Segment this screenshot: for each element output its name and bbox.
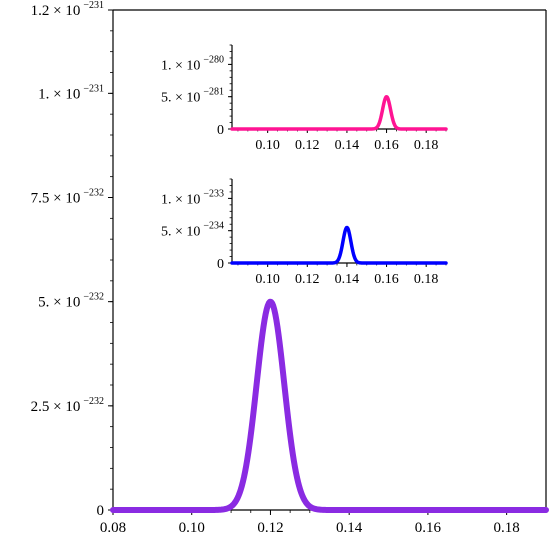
main-y-tick-mantissa: 2.5 × 10 xyxy=(31,399,81,415)
inset-top-x-tick-label: 0.18 xyxy=(414,138,439,153)
inset-top-x-tick-label: 0.16 xyxy=(374,138,399,153)
inset-bottom-y-tick-label: 5. × 10 −234 xyxy=(161,221,224,240)
main-y-tick-label: 5. × 10 −232 xyxy=(38,292,104,311)
inset-bottom-y-tick-label: 1. × 10 −233 xyxy=(161,188,224,207)
inset-bottom-y-tick-exponent: −234 xyxy=(203,221,224,232)
inset-top-y-tick-mantissa: 5. × 10 xyxy=(161,91,200,106)
main-y-tick-label: 2.5 × 10 −232 xyxy=(31,396,104,415)
inset-bottom-x-tick-label: 0.12 xyxy=(295,272,320,287)
main-x-tick-label: 0.16 xyxy=(415,520,442,536)
main-y-tick-mantissa: 0 xyxy=(97,503,105,519)
main-y-tick-label: 1. × 10 −231 xyxy=(38,83,104,102)
main-x-tick-label: 0.18 xyxy=(494,520,520,536)
inset-top-y-tick-exponent: −281 xyxy=(203,87,224,98)
inset-bottom-y-tick-exponent: −233 xyxy=(203,188,224,199)
main-y-tick-label: 0 xyxy=(97,503,105,519)
main-y-tick-exponent: −232 xyxy=(83,396,104,407)
inset-bottom-y-tick-label: 0 xyxy=(217,257,224,272)
inset-top-y-tick-label: 0 xyxy=(217,123,224,138)
inset-bottom-y-tick-mantissa: 0 xyxy=(217,257,224,272)
inset-top-x-tick-label: 0.10 xyxy=(255,138,280,153)
inset-top-y-tick-mantissa: 0 xyxy=(217,123,224,138)
main-y-tick-mantissa: 5. × 10 xyxy=(38,295,80,311)
inset-top-series-line xyxy=(230,94,448,131)
main-y-tick-mantissa: 1. × 10 xyxy=(38,86,80,102)
inset-bottom-x-tick-label: 0.16 xyxy=(374,272,399,287)
inset-bottom-x-tick-label: 0.18 xyxy=(414,272,439,287)
inset-top-y-tick-label: 5. × 10 −281 xyxy=(161,87,224,106)
main-y-tick-label: 1.2 × 10 −231 xyxy=(31,0,104,19)
inset-bottom-x-tick-label: 0.10 xyxy=(255,272,280,287)
inset-top-y-tick-exponent: −280 xyxy=(203,54,224,65)
main-y-tick-mantissa: 1.2 × 10 xyxy=(31,3,81,19)
inset-bottom-x-tick-label: 0.14 xyxy=(335,272,360,287)
main-y-tick-exponent: −232 xyxy=(83,292,104,303)
main-y-tick-mantissa: 7.5 × 10 xyxy=(31,191,81,207)
inset-top-y-tick-mantissa: 1. × 10 xyxy=(161,58,200,73)
main-series-line xyxy=(110,298,549,513)
main-y-tick-exponent: −231 xyxy=(83,0,104,11)
inset-bottom-y-tick-mantissa: 5. × 10 xyxy=(161,225,200,240)
inset-top-x-tick-label: 0.14 xyxy=(335,138,360,153)
main-x-tick-label: 0.10 xyxy=(179,520,205,536)
main-x-tick-label: 0.08 xyxy=(100,520,126,536)
main-y-tick-label: 7.5 × 10 −232 xyxy=(31,188,104,207)
inset-top-x-tick-label: 0.12 xyxy=(295,138,320,153)
main-y-tick-exponent: −231 xyxy=(83,83,104,94)
main-x-tick-label: 0.12 xyxy=(257,520,283,536)
main-x-tick-label: 0.14 xyxy=(336,520,363,536)
main-y-tick-exponent: −232 xyxy=(83,188,104,199)
inset-top-y-tick-label: 1. × 10 −280 xyxy=(161,54,224,73)
inset-bottom-y-tick-mantissa: 1. × 10 xyxy=(161,192,200,207)
inset-bottom-series-line xyxy=(230,225,448,265)
